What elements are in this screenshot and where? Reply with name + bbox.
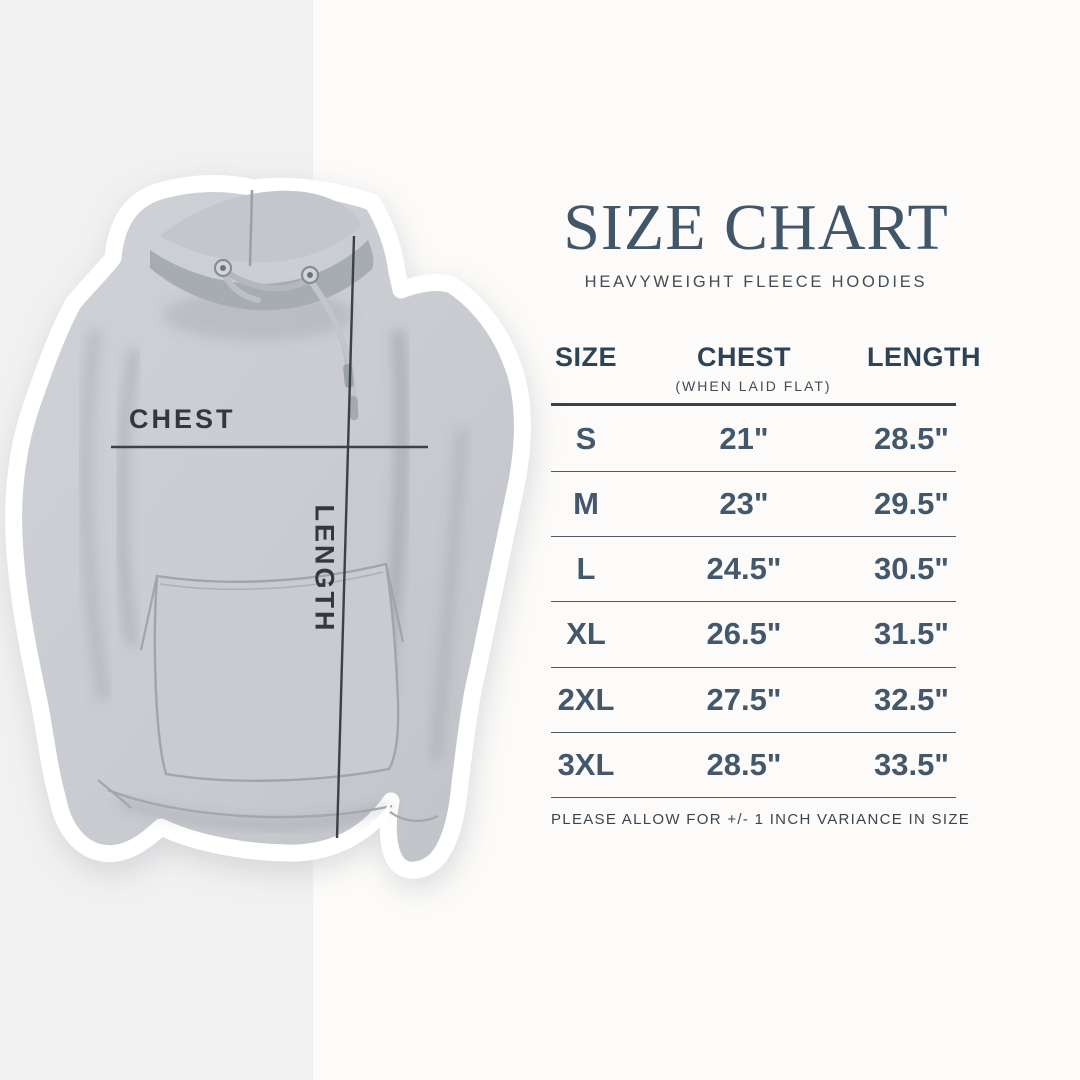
- table-row: XL 26.5" 31.5": [551, 602, 956, 668]
- page-title: SIZE CHART: [563, 191, 949, 264]
- length-cell: 30.5": [873, 551, 950, 587]
- column-header-chest: CHEST: [696, 342, 791, 372]
- size-cell: S: [575, 420, 597, 456]
- variance-footnote: PLEASE ALLOW FOR +/- 1 INCH VARIANCE IN …: [551, 811, 971, 829]
- left-gray-band: [0, 0, 313, 1080]
- chest-measure-label: CHEST: [129, 404, 236, 434]
- chest-cell: 28.5": [706, 747, 782, 783]
- table-row: M 23" 29.5": [551, 472, 956, 537]
- chest-note: (WHEN LAID FLAT): [675, 378, 832, 394]
- chest-cell: 23": [719, 485, 769, 521]
- table-row: 2XL 27.5" 32.5": [551, 668, 956, 733]
- size-cell: L: [576, 551, 596, 587]
- chest-cell: 24.5": [706, 551, 782, 587]
- size-cell: 3XL: [557, 747, 615, 783]
- length-measure-label: LENGTH: [309, 504, 340, 634]
- table-row: 3XL 28.5" 33.5": [551, 733, 956, 799]
- length-cell: 32.5": [873, 681, 950, 717]
- length-cell: 29.5": [873, 485, 950, 521]
- length-measure-line: [335, 235, 356, 839]
- table-header-row: SIZE CHEST LENGTH (WHEN LAID FLAT): [551, 342, 981, 394]
- header-divider: [551, 403, 956, 407]
- chest-cell: 27.5": [706, 681, 782, 717]
- size-table: SIZE CHEST LENGTH (WHEN LAID FLAT) S 21"…: [551, 342, 981, 829]
- table-row: S 21" 28.5": [551, 406, 956, 472]
- chest-cell: 26.5": [706, 616, 782, 652]
- length-cell: 33.5": [873, 747, 950, 783]
- length-cell: 28.5": [873, 420, 950, 456]
- table-row: L 24.5" 30.5": [551, 537, 956, 603]
- column-header-size: SIZE: [554, 342, 617, 372]
- size-cell: XL: [566, 616, 606, 652]
- page-subtitle: HEAVYWEIGHT FLEECE HOODIES: [584, 273, 928, 291]
- length-cell: 31.5": [873, 616, 950, 652]
- column-header-length: LENGTH: [867, 342, 981, 372]
- size-cell: M: [573, 485, 599, 521]
- size-cell: 2XL: [557, 681, 615, 717]
- chest-cell: 21": [719, 420, 769, 456]
